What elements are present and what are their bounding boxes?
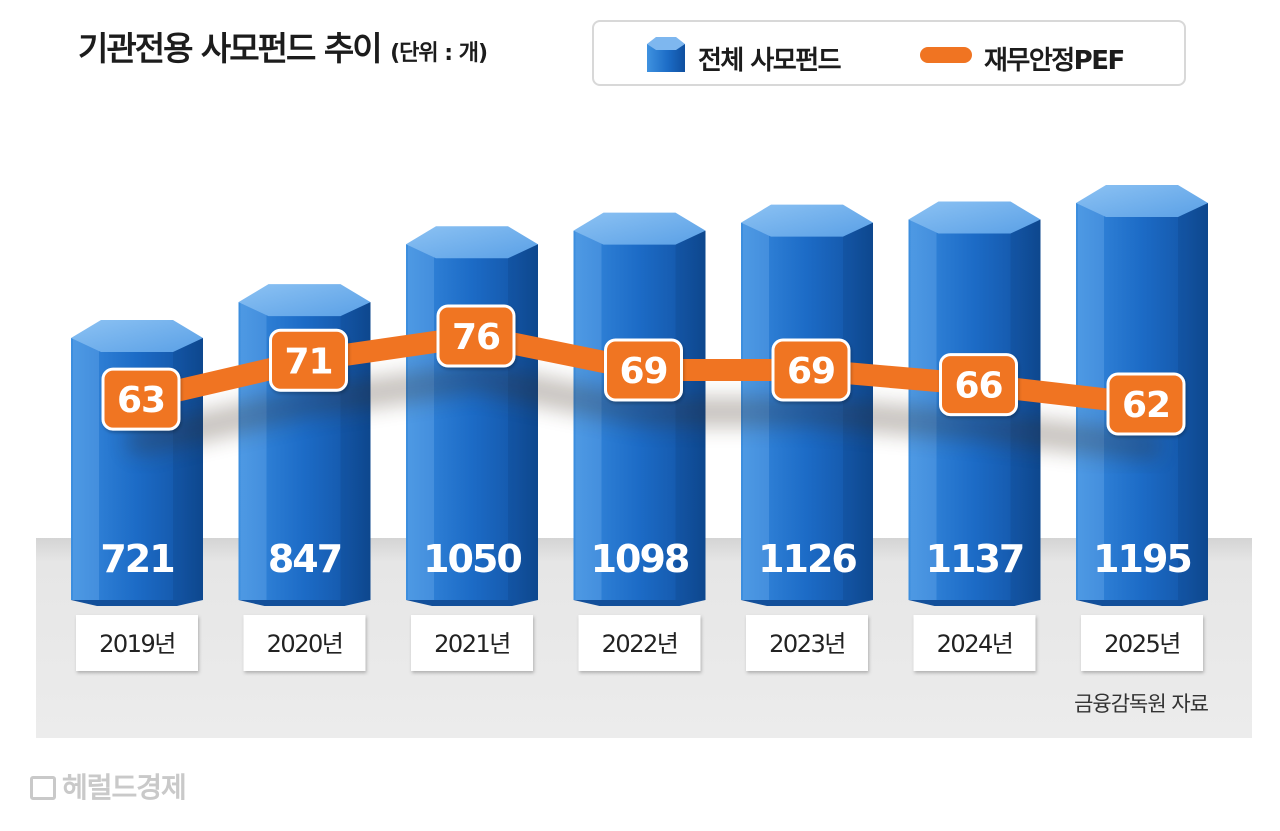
bar-cap xyxy=(573,212,706,245)
line-marker xyxy=(101,367,181,431)
category-3: 2021년 xyxy=(411,615,533,671)
category-box xyxy=(913,615,1036,671)
bar-cap xyxy=(71,320,203,352)
bar-base xyxy=(1076,600,1208,606)
line-value-label: 66 xyxy=(954,366,1002,407)
line-point-3: 76 xyxy=(436,304,516,368)
bar-value-label: 1195 xyxy=(1093,537,1191,581)
line-marker xyxy=(939,353,1018,417)
category-label: 2020년 xyxy=(267,630,343,658)
bar-base xyxy=(71,600,203,606)
bar-value-label: 721 xyxy=(100,537,173,581)
line-point-6: 66 xyxy=(939,353,1018,417)
category-box xyxy=(243,615,366,671)
line-point-4: 69 xyxy=(604,338,683,402)
bar-highlight xyxy=(240,302,267,600)
line-value-label: 63 xyxy=(117,380,165,421)
bar-1: 721 xyxy=(71,320,203,606)
bar-series-legend-icon xyxy=(647,37,685,72)
line-point-5: 69 xyxy=(771,338,851,402)
chart-title: 기관전용 사모펀드 추이 (단위 : 개) xyxy=(78,29,488,68)
category-7: 2025년 xyxy=(1081,615,1203,671)
bar-base xyxy=(406,600,538,606)
bar-value-label: 1098 xyxy=(591,537,689,581)
category-label: 2019년 xyxy=(99,630,175,658)
bar-base xyxy=(573,600,706,606)
bar-cap xyxy=(1076,185,1208,217)
legend-label-pef: 재무안정PEF xyxy=(984,46,1125,76)
line-marker xyxy=(604,338,683,402)
bar-shade xyxy=(508,244,538,600)
category-label: 2021년 xyxy=(434,630,510,658)
bar-cap xyxy=(741,204,873,237)
legend-label-total: 전체 사모펀드 xyxy=(698,46,842,76)
category-2: 2020년 xyxy=(243,615,366,671)
bar-value-label: 1050 xyxy=(423,537,521,581)
bar-base xyxy=(908,600,1041,606)
watermark-logo-icon xyxy=(30,776,56,800)
watermark: 헤럴드경제 xyxy=(30,766,187,806)
line-marker xyxy=(269,328,348,392)
bar-cap xyxy=(908,201,1041,234)
bar-cap xyxy=(238,284,371,317)
category-label: 2022년 xyxy=(602,630,678,658)
bar-highlight xyxy=(408,244,434,600)
bar-cap xyxy=(406,226,538,259)
bar-3: 1050 xyxy=(406,226,538,606)
line-value-label: 76 xyxy=(452,317,500,358)
category-5: 2023년 xyxy=(746,615,868,671)
line-marker xyxy=(771,338,851,402)
source-note: 금융감독원 자료 xyxy=(1074,692,1209,716)
line-value-label: 62 xyxy=(1122,385,1170,426)
bar-base xyxy=(741,600,873,606)
bar-highlight xyxy=(73,338,99,600)
line-marker xyxy=(436,304,516,368)
category-label: 2023년 xyxy=(769,630,845,658)
line-point-2: 71 xyxy=(269,328,348,392)
unit-label: (단위 : 개) xyxy=(390,41,488,66)
line-point-7: 62 xyxy=(1106,372,1186,436)
line-shadow xyxy=(126,363,1161,461)
line-series-legend-icon xyxy=(920,47,972,63)
category-label: 2024년 xyxy=(937,630,1013,658)
line-value-label: 69 xyxy=(787,351,835,392)
bar-body xyxy=(406,244,538,600)
category-4: 2022년 xyxy=(578,615,701,671)
line-point-1: 63 xyxy=(101,367,181,431)
bar-value-label: 1137 xyxy=(926,537,1024,581)
category-box xyxy=(411,615,533,671)
category-label: 2025년 xyxy=(1104,630,1180,658)
line-marker xyxy=(1106,372,1186,436)
bar-base xyxy=(238,600,371,606)
category-box xyxy=(76,615,198,671)
line-value-label: 69 xyxy=(619,351,667,392)
legend: 전체 사모펀드 재무안정PEF xyxy=(592,20,1186,86)
bar-value-label: 847 xyxy=(268,537,341,581)
category-box xyxy=(746,615,868,671)
category-6: 2024년 xyxy=(913,615,1036,671)
category-box xyxy=(578,615,701,671)
bar-value-label: 1126 xyxy=(758,537,856,581)
category-1: 2019년 xyxy=(76,615,198,671)
line-value-label: 71 xyxy=(284,341,332,382)
category-box xyxy=(1081,615,1203,671)
